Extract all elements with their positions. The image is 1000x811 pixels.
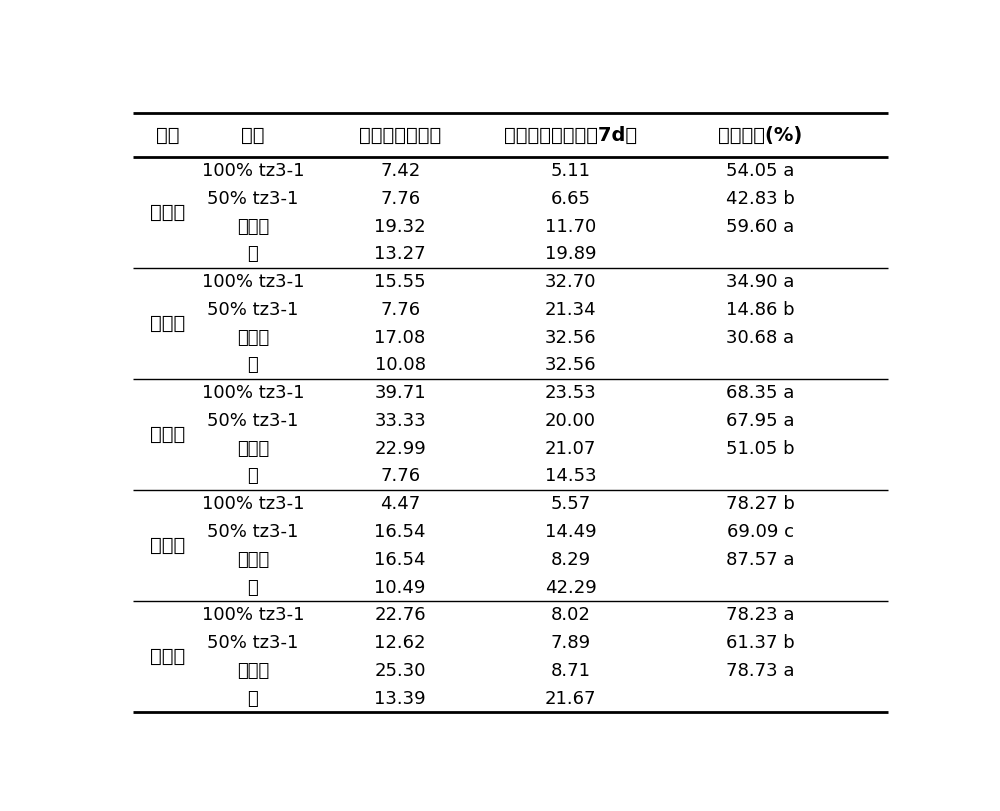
Text: 25.30: 25.30 xyxy=(374,662,426,680)
Text: 14.53: 14.53 xyxy=(545,467,596,486)
Text: 33.33: 33.33 xyxy=(374,412,426,430)
Text: 叶斑病: 叶斑病 xyxy=(150,204,185,222)
Text: 61.37 b: 61.37 b xyxy=(726,634,795,652)
Text: 多菌灵: 多菌灵 xyxy=(237,217,269,236)
Text: 7.76: 7.76 xyxy=(380,467,420,486)
Text: 多菌灵: 多菌灵 xyxy=(237,328,269,347)
Text: 87.57 a: 87.57 a xyxy=(726,551,795,569)
Text: 7.42: 7.42 xyxy=(380,162,420,180)
Text: 7.89: 7.89 xyxy=(551,634,591,652)
Text: 多菌灵: 多菌灵 xyxy=(237,662,269,680)
Text: 51.05 b: 51.05 b xyxy=(726,440,795,457)
Text: 17.08: 17.08 xyxy=(374,328,426,347)
Text: 32.56: 32.56 xyxy=(545,328,596,347)
Text: 15.55: 15.55 xyxy=(374,273,426,291)
Text: 19.32: 19.32 xyxy=(374,217,426,236)
Text: 42.29: 42.29 xyxy=(545,578,596,597)
Text: 4.47: 4.47 xyxy=(380,496,420,513)
Text: 59.60 a: 59.60 a xyxy=(726,217,795,236)
Text: 用药后病情指数（7d）: 用药后病情指数（7d） xyxy=(504,126,637,144)
Text: 20.00: 20.00 xyxy=(545,412,596,430)
Text: 14.49: 14.49 xyxy=(545,523,596,541)
Text: 78.23 a: 78.23 a xyxy=(726,607,795,624)
Text: 炭疽病: 炭疽病 xyxy=(150,536,185,556)
Text: 69.09 c: 69.09 c xyxy=(727,523,794,541)
Text: 5.11: 5.11 xyxy=(551,162,591,180)
Text: 22.76: 22.76 xyxy=(374,607,426,624)
Text: 78.27 b: 78.27 b xyxy=(726,496,795,513)
Text: 病害: 病害 xyxy=(156,126,179,144)
Text: 50% tz3-1: 50% tz3-1 xyxy=(207,190,299,208)
Text: 13.39: 13.39 xyxy=(374,689,426,707)
Text: 多菌灵: 多菌灵 xyxy=(237,551,269,569)
Text: 68.35 a: 68.35 a xyxy=(726,384,795,402)
Text: 水: 水 xyxy=(248,246,258,264)
Text: 7.76: 7.76 xyxy=(380,190,420,208)
Text: 100% tz3-1: 100% tz3-1 xyxy=(202,607,304,624)
Text: 16.54: 16.54 xyxy=(374,551,426,569)
Text: 水: 水 xyxy=(248,357,258,375)
Text: 34.90 a: 34.90 a xyxy=(726,273,795,291)
Text: 根腐病: 根腐病 xyxy=(150,315,185,333)
Text: 32.70: 32.70 xyxy=(545,273,596,291)
Text: 8.71: 8.71 xyxy=(551,662,591,680)
Text: 8.29: 8.29 xyxy=(551,551,591,569)
Text: 水: 水 xyxy=(248,578,258,597)
Text: 22.99: 22.99 xyxy=(374,440,426,457)
Text: 7.76: 7.76 xyxy=(380,301,420,319)
Text: 54.05 a: 54.05 a xyxy=(726,162,795,180)
Text: 100% tz3-1: 100% tz3-1 xyxy=(202,384,304,402)
Text: 16.54: 16.54 xyxy=(374,523,426,541)
Text: 23.53: 23.53 xyxy=(545,384,596,402)
Text: 梢枯病: 梢枯病 xyxy=(150,425,185,444)
Text: 12.62: 12.62 xyxy=(374,634,426,652)
Text: 50% tz3-1: 50% tz3-1 xyxy=(207,301,299,319)
Text: 白绢病: 白绢病 xyxy=(150,647,185,667)
Text: 21.67: 21.67 xyxy=(545,689,596,707)
Text: 100% tz3-1: 100% tz3-1 xyxy=(202,162,304,180)
Text: 10.08: 10.08 xyxy=(375,357,426,375)
Text: 校正防效(%): 校正防效(%) xyxy=(718,126,803,144)
Text: 21.07: 21.07 xyxy=(545,440,596,457)
Text: 药剂: 药剂 xyxy=(241,126,265,144)
Text: 6.65: 6.65 xyxy=(551,190,591,208)
Text: 19.89: 19.89 xyxy=(545,246,596,264)
Text: 8.02: 8.02 xyxy=(551,607,591,624)
Text: 水: 水 xyxy=(248,689,258,707)
Text: 21.34: 21.34 xyxy=(545,301,596,319)
Text: 50% tz3-1: 50% tz3-1 xyxy=(207,634,299,652)
Text: 10.49: 10.49 xyxy=(374,578,426,597)
Text: 用药前病情指数: 用药前病情指数 xyxy=(359,126,441,144)
Text: 50% tz3-1: 50% tz3-1 xyxy=(207,412,299,430)
Text: 50% tz3-1: 50% tz3-1 xyxy=(207,523,299,541)
Text: 32.56: 32.56 xyxy=(545,357,596,375)
Text: 11.70: 11.70 xyxy=(545,217,596,236)
Text: 78.73 a: 78.73 a xyxy=(726,662,795,680)
Text: 14.86 b: 14.86 b xyxy=(726,301,795,319)
Text: 多菌灵: 多菌灵 xyxy=(237,440,269,457)
Text: 30.68 a: 30.68 a xyxy=(726,328,795,347)
Text: 13.27: 13.27 xyxy=(374,246,426,264)
Text: 100% tz3-1: 100% tz3-1 xyxy=(202,273,304,291)
Text: 39.71: 39.71 xyxy=(374,384,426,402)
Text: 100% tz3-1: 100% tz3-1 xyxy=(202,496,304,513)
Text: 42.83 b: 42.83 b xyxy=(726,190,795,208)
Text: 5.57: 5.57 xyxy=(550,496,591,513)
Text: 67.95 a: 67.95 a xyxy=(726,412,795,430)
Text: 水: 水 xyxy=(248,467,258,486)
